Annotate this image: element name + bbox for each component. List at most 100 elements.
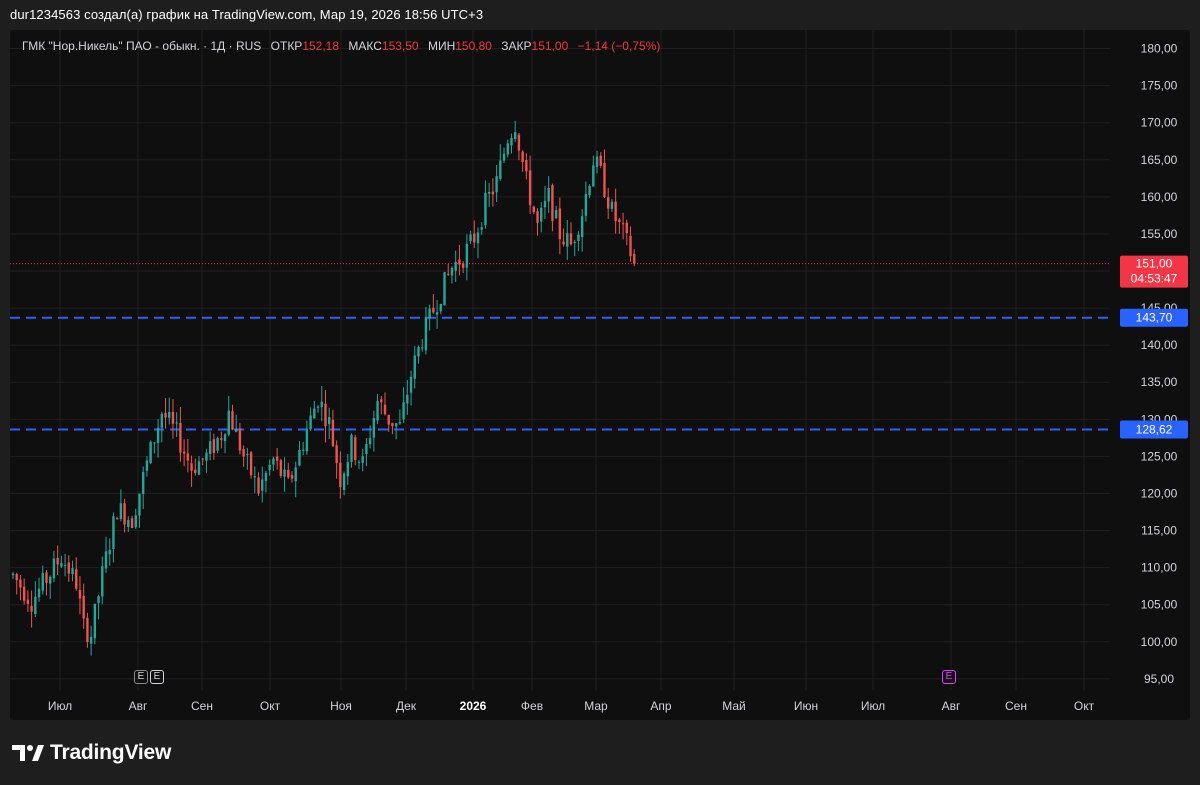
change-value: −1,14 (−0,75%): [577, 39, 661, 53]
candle-body: [599, 155, 602, 166]
candle-body: [223, 434, 227, 442]
candle-body: [417, 347, 420, 357]
time-axis-tick: 2026: [460, 699, 487, 713]
price-axis-tick: 170,00: [1141, 116, 1178, 130]
candle-body: [264, 472, 268, 481]
candle-body: [298, 449, 301, 466]
candle-body: [536, 211, 539, 223]
candle-body: [257, 477, 260, 494]
candle-body: [625, 222, 628, 234]
candle-body: [391, 423, 394, 427]
time-axis-tick: Июл: [48, 699, 72, 713]
candle-body: [190, 463, 193, 471]
candle-body: [22, 586, 26, 601]
tradingview-logo-icon: [12, 745, 44, 761]
candle-body: [179, 422, 182, 453]
level-price-tag: [1120, 420, 1188, 439]
candle-body: [316, 406, 320, 408]
candle-body: [145, 460, 149, 471]
candle-body: [558, 208, 562, 240]
chart-frame[interactable]: 180,00 175,00 170,00 165,00 160,00 155,00 150,…: [10, 30, 1190, 720]
candle-body: [123, 503, 126, 525]
candle-body: [346, 462, 349, 477]
time-axis-tick: Фев: [521, 699, 543, 713]
candle-body: [19, 579, 22, 588]
candle-body: [432, 307, 435, 313]
candle-body: [454, 262, 457, 271]
candle-body: [272, 458, 275, 465]
open-label: ОТКР: [270, 39, 303, 53]
candle-body: [153, 442, 156, 444]
candle-body: [134, 515, 137, 528]
candle-body: [253, 476, 256, 478]
price-axis-tick: 115,00: [1141, 524, 1177, 538]
candle-body: [49, 576, 52, 584]
legend-separator: ·: [228, 39, 233, 53]
candle-body: [86, 618, 89, 642]
candle-body: [130, 518, 134, 529]
candle-body: [220, 438, 223, 441]
candle-body: [380, 399, 383, 403]
candle-body: [78, 590, 82, 599]
candle-body: [361, 456, 364, 463]
candle-body: [205, 452, 208, 461]
candle-body: [15, 573, 18, 581]
candle-body: [409, 376, 413, 393]
candle-body: [614, 201, 617, 222]
candle-body: [34, 596, 37, 614]
candle-body: [502, 153, 506, 161]
price-axis-tick: 125,00: [1141, 449, 1178, 463]
level-price-tag-text: 128,62: [1136, 423, 1173, 437]
candle-body: [246, 454, 249, 456]
candle-body: [480, 227, 483, 230]
candle-body: [528, 170, 532, 206]
candle-body: [543, 200, 547, 208]
earnings-event-icon[interactable]: E: [134, 670, 148, 684]
candle-body: [320, 401, 323, 407]
candle-body: [495, 176, 498, 193]
candle-body: [160, 413, 163, 428]
price-axis-tick: 95,00: [1144, 672, 1174, 686]
candle-body: [301, 449, 305, 451]
candle-body: [309, 415, 312, 430]
candle-body: [194, 469, 197, 473]
symbol-name[interactable]: ГМК "Нор.Никель" ПАО - обыкн.: [22, 39, 200, 53]
candle-body: [465, 243, 469, 268]
countdown-text: 04:53:47: [1131, 272, 1178, 286]
candle-body: [231, 411, 234, 430]
candle-body: [461, 263, 465, 268]
candle-body: [108, 549, 111, 555]
candle-body: [562, 241, 565, 245]
candle-body: [156, 427, 160, 443]
candle-body: [484, 192, 487, 226]
candle-body: [607, 197, 610, 209]
candle-body: [305, 429, 309, 452]
price-chart[interactable]: 180,00 175,00 170,00 165,00 160,00 155,00 150,…: [10, 30, 1190, 720]
candle-body: [328, 417, 331, 425]
candle-body: [208, 441, 212, 454]
candle-body: [365, 443, 368, 454]
earnings-event-icon[interactable]: E: [150, 670, 164, 684]
tradingview-logo[interactable]: TradingView: [12, 741, 171, 765]
candle-body: [603, 162, 606, 197]
candle-body: [37, 588, 41, 598]
candle-body: [197, 461, 201, 475]
interval-label[interactable]: 1Д: [210, 39, 226, 53]
symbol-legend[interactable]: ГМК "Нор.Никель" ПАО - обыкн. · 1Д · RUS…: [22, 39, 660, 53]
chart-caption: dur1234563 создал(а) график на TradingVi…: [10, 7, 484, 22]
time-axis-tick: Апр: [650, 699, 672, 713]
candle-body: [249, 452, 253, 476]
time-axis-tick: Сен: [1005, 699, 1027, 713]
candle-body: [242, 449, 245, 457]
candle-body: [618, 219, 621, 222]
candle-body: [97, 596, 100, 604]
candle-body: [398, 421, 402, 424]
candle-body: [287, 469, 290, 478]
candle-body: [30, 605, 33, 612]
candle-body: [41, 572, 44, 591]
upcoming-earnings-icon[interactable]: E: [942, 670, 956, 684]
candle-body: [279, 460, 283, 476]
candle-body: [89, 636, 93, 644]
candle-body: [551, 185, 554, 221]
